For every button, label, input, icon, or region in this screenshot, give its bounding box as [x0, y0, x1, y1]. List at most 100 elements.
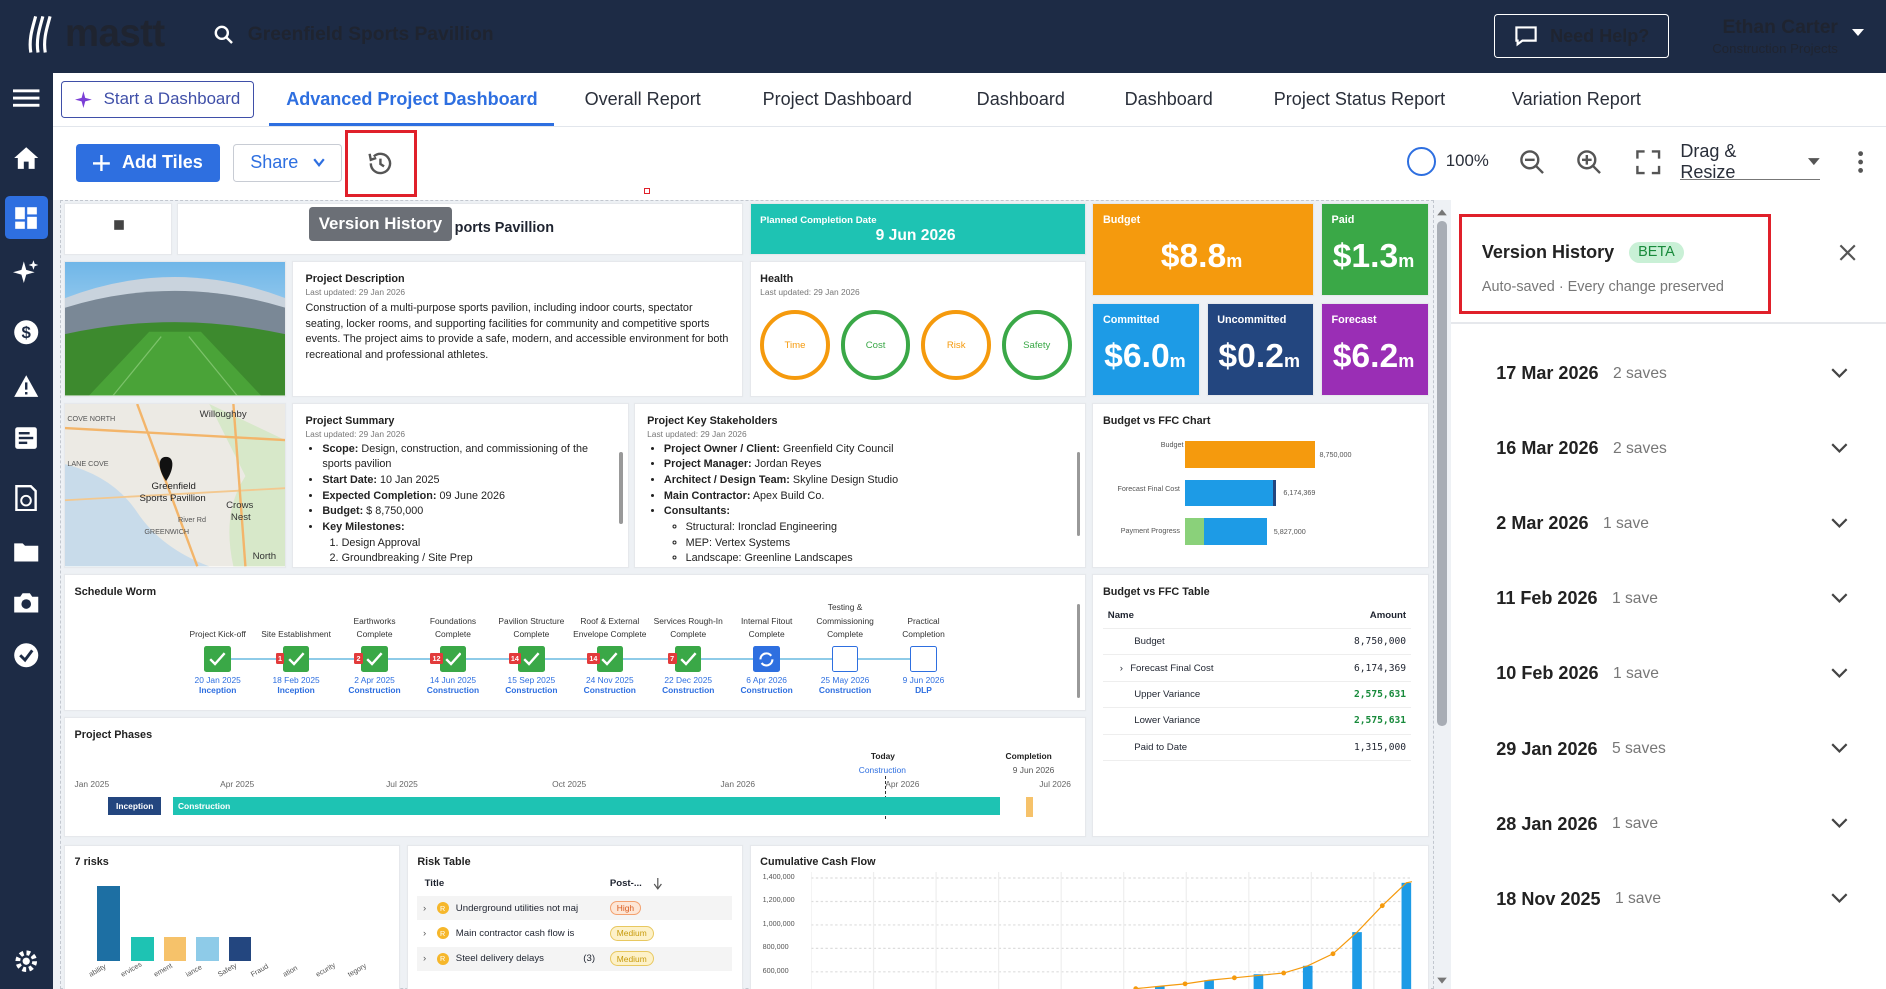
- phase-bar-inception[interactable]: Inception: [108, 797, 162, 816]
- more-vert-icon[interactable]: [1857, 150, 1864, 180]
- chevron-right-icon[interactable]: ›: [422, 902, 427, 914]
- version-entry[interactable]: 11 Feb 2026 1 save: [1496, 588, 1857, 609]
- worm-milestone[interactable]: Roof & External Envelope Complete 24 Nov …: [573, 597, 648, 695]
- logo-tile[interactable]: [64, 204, 171, 254]
- worm-milestone[interactable]: Services Rough-In Complete 22 Dec 2025 Con…: [651, 597, 726, 695]
- table-row[interactable]: Paid to Date 1,315,000: [1102, 734, 1411, 761]
- tab-advanced-project-dashboard[interactable]: Advanced Project Dashboard: [269, 73, 555, 127]
- zoom-in-icon[interactable]: [1576, 149, 1602, 181]
- worm-milestone[interactable]: Site Establishment 18 Feb 2025 Inception 1: [259, 597, 334, 695]
- worm-milestone[interactable]: Pavilion Structure Complete 15 Sep 2025 Co…: [494, 597, 569, 695]
- canvas-scrollbar[interactable]: [1436, 202, 1448, 989]
- chevron-down-icon[interactable]: [1852, 28, 1865, 36]
- tab-variation-report[interactable]: Variation Report: [1511, 89, 1641, 110]
- version-entry[interactable]: 18 Nov 2025 1 save: [1496, 889, 1857, 910]
- chevron-down-icon[interactable]: [1831, 588, 1848, 610]
- table-row[interactable]: Upper Variance 2,575,631: [1102, 681, 1411, 709]
- dollar-icon[interactable]: $: [11, 316, 42, 347]
- kpi-committed[interactable]: Committed $6.0m: [1093, 304, 1200, 395]
- map-tile[interactable]: COVE NORTH Willoughby LANE COVE Greenfie…: [64, 404, 286, 567]
- add-tiles-button[interactable]: Add Tiles: [75, 144, 221, 182]
- project-search[interactable]: Greenfield Sports Pavillion: [214, 24, 494, 46]
- version-entry[interactable]: 10 Feb 2026 1 save: [1496, 663, 1857, 684]
- budget-ffc-table-tile[interactable]: Budget vs FFC Table Name Amount Budget 8,7…: [1093, 574, 1428, 836]
- budget-ffc-chart-tile[interactable]: Budget vs FFC Chart Budget 8,750,000 For…: [1093, 404, 1428, 567]
- worm-milestone[interactable]: Earthworks Complete 2 Apr 2025 Constructio…: [337, 597, 412, 695]
- version-entry[interactable]: 17 Mar 2026 2 saves: [1496, 363, 1857, 384]
- version-entry[interactable]: 28 Jan 2026 1 save: [1496, 814, 1857, 835]
- table-row[interactable]: Budget 8,750,000: [1102, 628, 1411, 656]
- risk-row[interactable]: › R Steel delivery delays (3) Medium: [417, 946, 733, 971]
- chevron-right-icon[interactable]: ›: [422, 953, 427, 965]
- table-row[interactable]: Lower Variance 2,575,631: [1102, 707, 1411, 735]
- sort-arrow-icon[interactable]: [653, 878, 663, 890]
- schedule-worm-tile[interactable]: Schedule Worm Project Kick-off 20 Jan 202…: [64, 574, 1085, 710]
- tab-project-dashboard[interactable]: Project Dashboard: [762, 89, 912, 110]
- zoom-out-icon[interactable]: [1519, 149, 1545, 181]
- version-entry[interactable]: 2 Mar 2026 1 save: [1496, 513, 1857, 534]
- home-icon[interactable]: [11, 142, 42, 173]
- scroll-thumb[interactable]: [1437, 221, 1447, 727]
- chevron-down-icon[interactable]: [1831, 738, 1848, 760]
- user-menu[interactable]: Ethan Carter Construction Projects: [1708, 17, 1838, 56]
- health-tile[interactable]: Health Last updated: 29 Jan 2026 Time Co…: [750, 262, 1085, 396]
- chevron-down-icon[interactable]: [1831, 888, 1848, 910]
- mode-select[interactable]: Drag & Resize: [1680, 141, 1820, 182]
- check-circle-icon[interactable]: [11, 640, 42, 671]
- version-history-button[interactable]: [354, 142, 407, 185]
- worm-milestone[interactable]: Testing & Commissioning Complete 25 May 2…: [808, 597, 883, 694]
- risks-chart-tile[interactable]: 7 risks ability ervices ement iance Safety Fr…: [64, 845, 400, 989]
- report-icon[interactable]: [11, 422, 42, 453]
- tab-dashboard[interactable]: Dashboard: [976, 89, 1065, 110]
- sparkle-icon[interactable]: [11, 256, 42, 287]
- kpi-paid[interactable]: Paid $1.3m: [1321, 204, 1428, 295]
- completion-date-tile[interactable]: Planned Completion Date 9 Jun 2026: [750, 204, 1085, 254]
- chevron-down-icon[interactable]: [1831, 663, 1848, 685]
- menu-icon[interactable]: [11, 82, 42, 113]
- chevron-down-icon[interactable]: [1831, 513, 1848, 535]
- chevron-right-icon[interactable]: ›: [422, 927, 427, 939]
- need-help-button[interactable]: Need Help?: [1493, 14, 1670, 58]
- share-button[interactable]: Share: [233, 144, 342, 182]
- cash-flow-tile[interactable]: Cumulative Cash Flow 1,400,000 1,200,000 1…: [750, 845, 1428, 989]
- dashboard-icon[interactable]: [4, 196, 49, 240]
- project-phases-tile[interactable]: Project Phases Jan 2025 Apr 2025 Jul 2025 O…: [64, 718, 1085, 836]
- tile-scrollbar[interactable]: [1076, 452, 1081, 537]
- version-entry[interactable]: 16 Mar 2026 2 saves: [1496, 438, 1857, 459]
- chevron-down-icon[interactable]: [1831, 363, 1848, 385]
- history-doc-icon[interactable]: [11, 482, 42, 513]
- worm-milestone[interactable]: Project Kick-off 20 Jan 2025 Inception: [180, 597, 255, 695]
- stakeholders-tile[interactable]: Project Key Stakeholders Last updated: 2…: [635, 404, 1085, 567]
- kpi-forecast[interactable]: Forecast $6.2m: [1321, 304, 1428, 395]
- chevron-right-icon[interactable]: ›: [1119, 662, 1123, 674]
- risk-table-tile[interactable]: Risk Table Title Post-... › R Underground …: [407, 845, 743, 989]
- risk-row[interactable]: › R Main contractor cash flow is Medium: [417, 921, 733, 946]
- chevron-down-icon[interactable]: [1831, 813, 1848, 835]
- kpi-budget[interactable]: Budget $8.8m: [1093, 204, 1314, 295]
- project-summary-tile[interactable]: Project Summary Last updated: 29 Jan 202…: [293, 404, 628, 567]
- camera-icon[interactable]: [11, 587, 42, 618]
- phase-bar-construction[interactable]: Construction: [173, 797, 1000, 816]
- zoom-control[interactable]: 100%: [1407, 146, 1489, 176]
- tile-scrollbar[interactable]: [1076, 603, 1081, 698]
- project-description-tile[interactable]: Project Description Last updated: 29 Jan…: [293, 262, 743, 396]
- start-dashboard-button[interactable]: Start a Dashboard: [61, 80, 254, 118]
- tab-dashboard-2[interactable]: Dashboard: [1124, 89, 1213, 110]
- tab-overall-report[interactable]: Overall Report: [584, 89, 701, 110]
- project-image-tile[interactable]: [64, 262, 286, 396]
- tab-project-status-report[interactable]: Project Status Report: [1273, 89, 1446, 110]
- project-title-tile[interactable]: ports Pavillion: [178, 204, 743, 254]
- worm-milestone[interactable]: Practical Completion 9 Jun 2026 DLP: [886, 597, 961, 695]
- fullscreen-icon[interactable]: [1635, 149, 1661, 181]
- version-entry[interactable]: 29 Jan 2026 5 saves: [1496, 739, 1857, 760]
- close-icon[interactable]: [1838, 243, 1857, 268]
- table-row[interactable]: › Forecast Final Cost 6,174,369: [1102, 654, 1411, 682]
- worm-milestone[interactable]: Internal Fitout Complete 6 Apr 2026 Constr…: [729, 597, 804, 695]
- folder-icon[interactable]: [11, 536, 42, 567]
- worm-milestone[interactable]: Foundations Complete 14 Jun 2025 Construct…: [416, 597, 491, 695]
- settings-gear-icon[interactable]: [11, 945, 42, 976]
- tile-scrollbar[interactable]: [619, 452, 624, 525]
- chevron-down-icon[interactable]: [1831, 438, 1848, 460]
- kpi-uncommitted[interactable]: Uncommitted $0.2m: [1207, 304, 1314, 395]
- risk-row[interactable]: › R Underground utilities not maj High: [417, 896, 733, 921]
